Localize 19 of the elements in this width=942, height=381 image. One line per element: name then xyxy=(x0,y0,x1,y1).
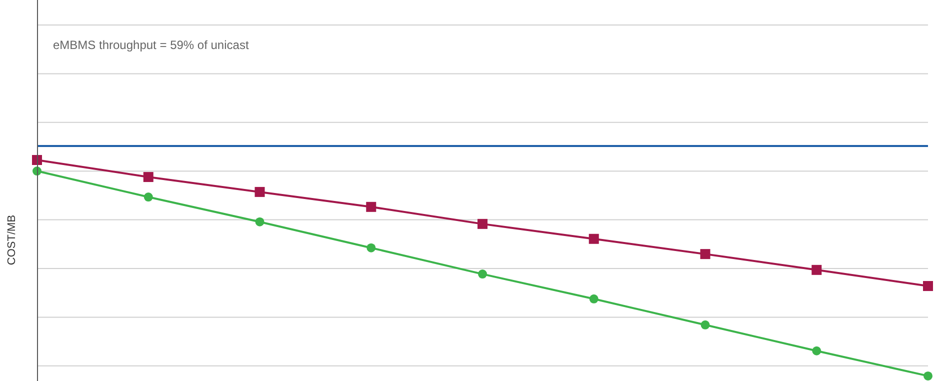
point xyxy=(255,217,264,226)
point xyxy=(589,294,598,304)
point xyxy=(588,234,599,244)
point xyxy=(366,243,376,252)
point xyxy=(254,186,265,197)
point xyxy=(700,320,710,330)
point xyxy=(812,264,822,275)
point xyxy=(32,154,42,165)
point xyxy=(366,202,376,212)
y-axis-title: COST/MB xyxy=(6,214,18,266)
point xyxy=(478,218,488,229)
point xyxy=(478,270,487,279)
point xyxy=(812,346,822,356)
point xyxy=(924,371,932,380)
point xyxy=(700,249,710,260)
point xyxy=(923,281,933,292)
point xyxy=(144,192,153,202)
point xyxy=(143,172,154,182)
text: eMBMS throughput = 59% of unicast xyxy=(53,38,249,52)
